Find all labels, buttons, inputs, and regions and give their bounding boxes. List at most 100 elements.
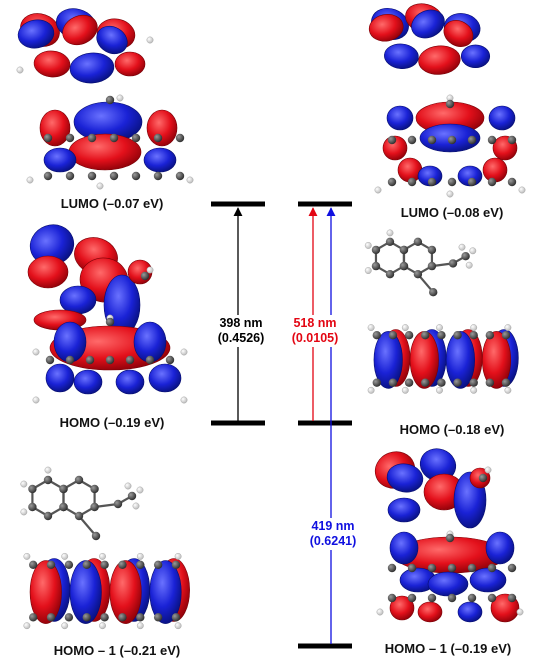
carbon-atom — [467, 177, 477, 187]
orbital-lobe-negative — [445, 331, 475, 389]
right-lumo-caption: LUMO (–0.08 eV) — [400, 205, 504, 220]
orbital-lobe-negative — [386, 105, 414, 131]
transition-label-black: 398 nm (0.4526) — [213, 315, 269, 347]
carbon-atom — [74, 475, 84, 485]
carbon-atom — [399, 261, 409, 271]
hydrogen-atom — [20, 508, 28, 516]
carbon-atom — [507, 593, 517, 603]
carbon-atom — [65, 171, 75, 181]
orbital-lobe-positive — [389, 595, 415, 621]
carbon-atom — [448, 259, 458, 268]
carbon-atom — [399, 245, 409, 255]
carbon-atom — [387, 177, 397, 187]
hydrogen-atom — [465, 261, 473, 269]
carbon-atom — [74, 511, 84, 521]
carbon-atom — [136, 560, 145, 569]
orbital-lobe-negative — [384, 43, 419, 69]
bond — [78, 515, 97, 537]
carbon-atom — [469, 331, 478, 340]
hydrogen-atom — [61, 553, 69, 560]
carbon-atom — [507, 135, 517, 145]
carbon-atom — [447, 593, 457, 603]
carbon-atom — [427, 261, 437, 271]
carbon-atom — [109, 171, 119, 181]
carbon-atom — [109, 133, 119, 143]
hydrogen-atom — [124, 482, 132, 490]
carbon-atom — [487, 593, 497, 603]
carbon-atom — [371, 261, 381, 271]
carbon-atom — [447, 563, 457, 573]
hydrogen-atom — [16, 66, 24, 74]
orbital-lobe-negative — [17, 19, 55, 49]
carbon-atom — [175, 133, 185, 143]
carbon-atom — [43, 511, 53, 521]
carbon-atom — [100, 560, 109, 569]
hydrogen-atom — [376, 608, 384, 616]
hydrogen-atom — [518, 186, 526, 194]
orbital-lobe-positive — [417, 601, 443, 623]
carbon-atom — [87, 171, 97, 181]
carbon-atom — [421, 331, 430, 340]
hydrogen-atom — [174, 622, 182, 630]
hydrogen-atom — [136, 553, 144, 560]
carbon-atom — [404, 378, 414, 387]
carbon-atom — [46, 613, 56, 622]
orbital-lobe-negative — [469, 567, 507, 593]
carbon-atom — [413, 270, 423, 279]
hydrogen-atom — [364, 267, 372, 274]
carbon-atom — [404, 331, 414, 340]
carbon-atom — [385, 270, 395, 279]
carbon-atom — [43, 475, 53, 485]
orbital-lobe-positive — [443, 20, 474, 47]
hydrogen-atom — [174, 553, 182, 560]
hydrogen-atom — [436, 386, 443, 394]
carbon-atom — [125, 355, 135, 365]
hydrogen-atom — [99, 553, 106, 560]
carbon-atom — [29, 613, 38, 622]
orbital-lobe-positive — [109, 560, 142, 624]
orbital-lobe-negative — [73, 369, 103, 395]
hydrogen-atom — [367, 386, 375, 394]
carbon-atom — [153, 613, 163, 622]
orbital-lobe-negative — [59, 285, 97, 315]
carbon-atom — [467, 593, 477, 603]
carbon-atom — [113, 499, 123, 509]
hydrogen-atom — [99, 622, 106, 630]
carbon-atom — [467, 135, 477, 145]
carbon-atom — [447, 177, 457, 187]
carbon-atom — [28, 502, 37, 512]
hydrogen-atom — [146, 266, 154, 274]
hydrogen-atom — [446, 190, 454, 198]
carbon-atom — [140, 271, 150, 281]
hydrogen-atom — [484, 466, 492, 474]
orbital-lobe-positive — [39, 109, 71, 147]
hydrogen-atom — [23, 622, 31, 630]
orbital-lobe-negative — [457, 601, 483, 623]
hydrogen-atom — [96, 182, 104, 190]
orbital-lobe-negative — [411, 9, 445, 39]
carbon-atom — [461, 252, 470, 261]
hydrogen-atom — [26, 176, 34, 184]
hydrogen-atom — [458, 243, 466, 251]
hydrogen-atom — [367, 324, 375, 331]
transition-black-oscillator: (0.4526) — [217, 331, 265, 345]
carbon-atom — [421, 378, 430, 387]
carbon-atom — [90, 484, 99, 494]
carbon-atom — [131, 133, 141, 143]
carbon-atom — [153, 560, 163, 569]
carbon-atom — [171, 560, 181, 569]
carbon-atom — [387, 135, 397, 145]
carbon-atom — [105, 317, 115, 327]
carbon-atom — [175, 171, 185, 181]
carbon-atom — [82, 613, 91, 622]
left-lumo-caption: LUMO (–0.07 eV) — [60, 196, 164, 211]
left-homo-orbital-image — [27, 224, 188, 404]
hydrogen-atom — [401, 324, 409, 331]
orbital-lobe-negative — [115, 369, 145, 395]
orbital-lobe-positive — [481, 331, 512, 389]
left-homo-caption: HOMO (–0.19 eV) — [59, 415, 165, 430]
carbon-atom — [385, 237, 395, 246]
transition-blue-wavelength: 419 nm — [311, 519, 355, 533]
carbon-atom — [407, 177, 417, 187]
